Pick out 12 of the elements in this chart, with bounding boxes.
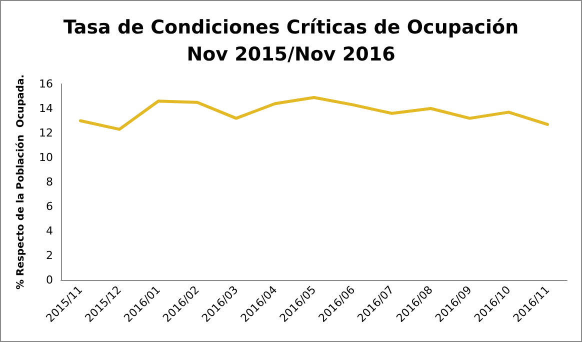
chart-title: Tasa de Condiciones Críticas de Ocupación Nov 2015/Nov 2016 xyxy=(63,16,519,66)
y-axis-title: % Respecto de la Población Ocupada. xyxy=(16,74,26,290)
y-tick-label: 4 xyxy=(46,224,53,238)
y-tick-label: 6 xyxy=(46,200,53,213)
y-tick-label: 0 xyxy=(46,274,53,286)
y-tick-label: 10 xyxy=(39,151,53,164)
y-tick-label: 14 xyxy=(39,102,53,115)
y-tick-label: 2 xyxy=(46,249,53,262)
y-tick-label: 16 xyxy=(39,78,53,90)
y-tick-label: 12 xyxy=(39,126,53,140)
y-tick-label: 8 xyxy=(46,176,53,188)
line-series xyxy=(78,96,550,131)
